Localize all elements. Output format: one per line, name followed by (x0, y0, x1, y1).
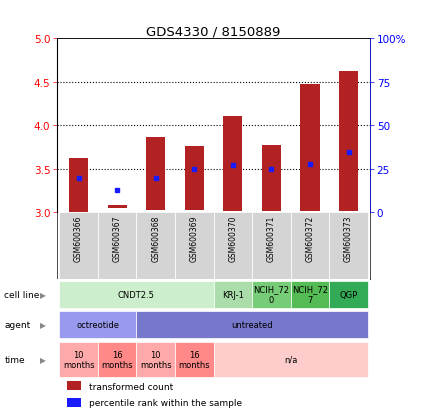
Bar (184, 147, 204, 210)
Text: ▶: ▶ (40, 290, 46, 299)
Bar (136, 342, 175, 377)
Bar (291, 281, 329, 308)
Text: cell line: cell line (4, 290, 40, 299)
Bar (329, 281, 368, 308)
Bar (213, 342, 368, 377)
Text: GSM600366: GSM600366 (74, 215, 83, 261)
Bar (136, 311, 368, 338)
Bar (262, 146, 281, 211)
Bar (329, 213, 368, 280)
Title: GDS4330 / 8150889: GDS4330 / 8150889 (146, 25, 281, 38)
Bar (67, 381, 81, 390)
Text: ▶: ▶ (40, 320, 46, 329)
Text: GSM600367: GSM600367 (113, 215, 122, 261)
Bar (60, 311, 136, 338)
Text: NCIH_72
0: NCIH_72 0 (253, 285, 289, 304)
Text: ▶: ▶ (40, 355, 46, 364)
Text: transformed count: transformed count (89, 382, 173, 391)
Bar (108, 206, 127, 209)
Text: 10
months: 10 months (63, 350, 94, 369)
Text: CNDT2.5: CNDT2.5 (118, 290, 155, 299)
Bar (175, 213, 213, 280)
Text: 10
months: 10 months (140, 350, 172, 369)
Text: KRJ-1: KRJ-1 (222, 290, 244, 299)
Bar (69, 159, 88, 213)
Bar (98, 342, 136, 377)
Bar (67, 398, 81, 407)
Text: GSM600370: GSM600370 (228, 215, 237, 261)
Bar (146, 138, 165, 210)
Text: GSM600372: GSM600372 (306, 215, 314, 261)
Text: NCIH_72
7: NCIH_72 7 (292, 285, 328, 304)
Text: n/a: n/a (284, 355, 298, 364)
Text: percentile rank within the sample: percentile rank within the sample (89, 399, 242, 408)
Bar (98, 213, 136, 280)
Text: QGP: QGP (340, 290, 358, 299)
Bar (213, 281, 252, 308)
Bar (136, 213, 175, 280)
Bar (300, 85, 320, 211)
Bar (252, 281, 291, 308)
Bar (60, 281, 213, 308)
Bar (60, 342, 98, 377)
Bar (223, 116, 243, 211)
Bar (339, 71, 358, 211)
Text: time: time (4, 355, 25, 364)
Bar (213, 213, 252, 280)
Text: 16
months: 16 months (101, 350, 133, 369)
Text: GSM600371: GSM600371 (267, 215, 276, 261)
Bar (175, 342, 213, 377)
Text: GSM600373: GSM600373 (344, 215, 353, 261)
Text: octreotide: octreotide (76, 320, 119, 329)
Bar (252, 213, 291, 280)
Text: untreated: untreated (231, 320, 273, 329)
Text: GSM600368: GSM600368 (151, 215, 160, 261)
Text: 16
months: 16 months (178, 350, 210, 369)
Bar (60, 213, 98, 280)
Bar (291, 213, 329, 280)
Text: GSM600369: GSM600369 (190, 215, 199, 261)
Text: agent: agent (4, 320, 31, 329)
